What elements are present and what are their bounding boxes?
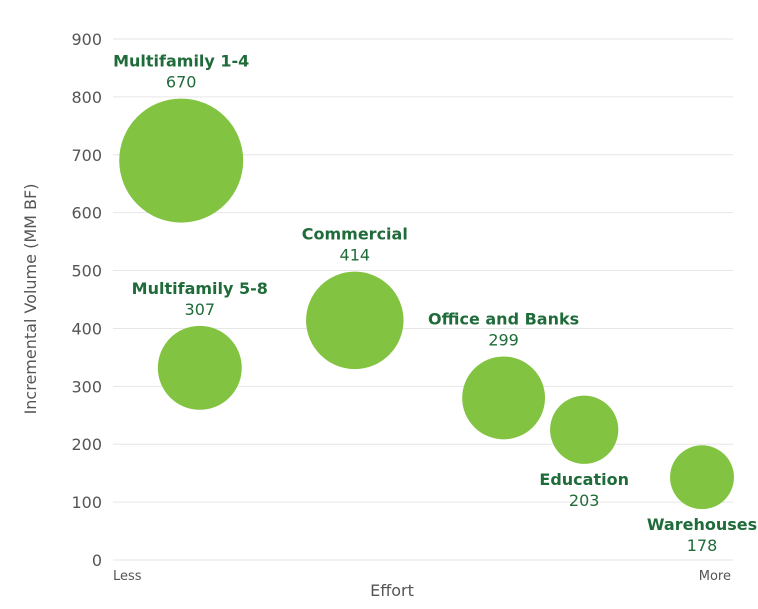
x-axis-title: Effort [370, 581, 414, 600]
bubble-name-label: Office and Banks [428, 309, 579, 328]
x-axis-start-label: Less [113, 569, 142, 584]
x-axis-end-label: More [699, 569, 731, 584]
y-tick-label: 300 [71, 377, 102, 396]
y-tick-label: 600 [71, 204, 102, 223]
y-tick-label: 900 [71, 30, 102, 49]
bubble-name-label: Commercial [302, 225, 408, 244]
bubble [550, 395, 619, 464]
y-tick-label: 100 [71, 493, 102, 512]
bubble [462, 356, 546, 440]
bubble-labels: Multifamily 1-4 670 Multifamily 5-8 307 Comm… [113, 52, 757, 556]
y-tick-label: 0 [92, 551, 102, 570]
bubble-value-label: 307 [185, 300, 216, 319]
bubble-value-label: 178 [687, 536, 718, 555]
bubbles [119, 98, 734, 510]
bubble-value-label: 299 [488, 330, 519, 349]
y-tick-label: 500 [71, 262, 102, 281]
y-tick-label: 800 [71, 88, 102, 107]
bubble-value-label: 670 [166, 73, 197, 92]
bubble [670, 445, 734, 510]
y-tick-label: 200 [71, 435, 102, 454]
bubble [306, 271, 404, 370]
bubble-name-label: Multifamily 1-4 [113, 52, 249, 71]
bubble [119, 98, 244, 223]
y-axis-title: Incremental Volume (MM BF) [21, 184, 40, 415]
bubble-name-label: Education [539, 470, 629, 489]
bubble-name-label: Warehouses [647, 515, 757, 534]
bubble-name-label: Multifamily 5-8 [132, 279, 268, 298]
bubble [157, 325, 242, 410]
y-tick-label: 400 [71, 319, 102, 338]
y-tick-labels: 0 100 200 300 400 500 600 700 800 900 [71, 30, 102, 570]
y-tick-label: 700 [71, 146, 102, 165]
bubble-value-label: 414 [340, 246, 371, 265]
bubble-value-label: 203 [569, 491, 600, 510]
